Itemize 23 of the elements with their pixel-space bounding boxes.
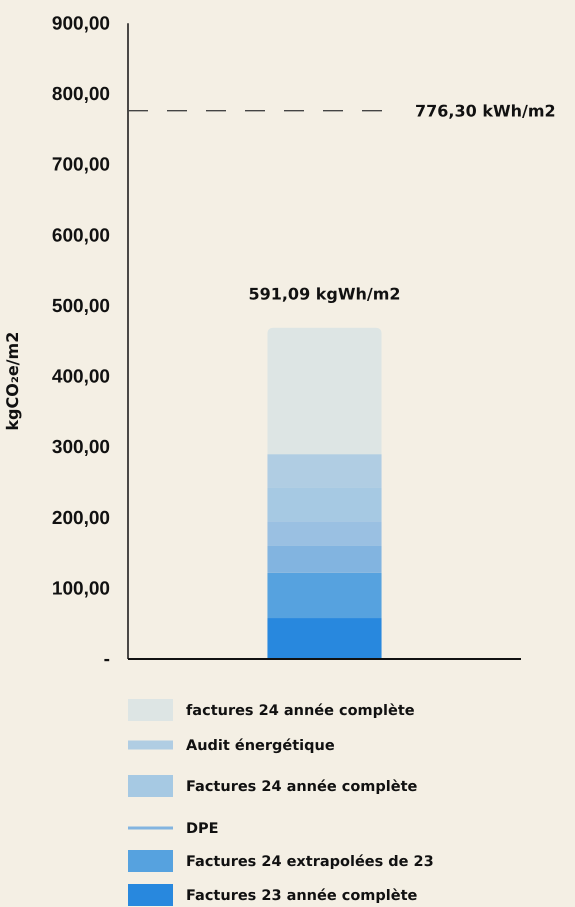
y-tick-label: 500,00 (52, 296, 110, 317)
bar (267, 572, 382, 618)
y-tick-label: 100,00 (52, 578, 110, 600)
legend-label: Factures 24 extrapolées de 23 (186, 854, 434, 870)
legend-label: Factures 23 année complète (186, 888, 418, 904)
y-tick-label: 300,00 (52, 437, 110, 458)
y-tick-label: 400,00 (52, 366, 110, 388)
y-tick-label: 700,00 (52, 154, 110, 176)
y-tick-label: 200,00 (52, 508, 110, 529)
legend-label: Audit énergétique (186, 738, 335, 754)
bar (267, 328, 382, 454)
legend-label: Factures 24 année complète (186, 779, 418, 796)
annotation: 591,09 kgWh/m2 (248, 284, 401, 304)
y-tick-label: 600,00 (52, 225, 110, 246)
y-tick-label: 900,00 (52, 13, 110, 34)
bar (267, 546, 382, 573)
bar (267, 618, 382, 659)
legend-label: DPE (186, 821, 219, 838)
y-tick-label: - (104, 649, 110, 670)
legend-label: factures 24 année complète (186, 703, 415, 720)
y-axis-title: kgCO₂e/m2 (3, 332, 22, 431)
y-tick-label: 800,00 (52, 84, 110, 106)
ref-line-label: 776,30 kWh/m2 (415, 101, 556, 120)
